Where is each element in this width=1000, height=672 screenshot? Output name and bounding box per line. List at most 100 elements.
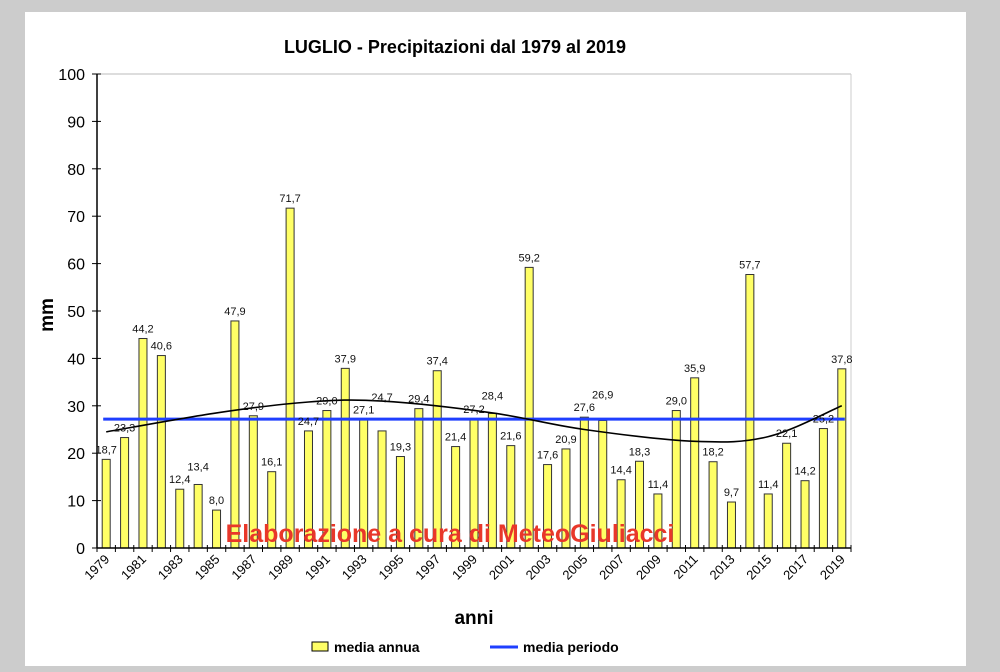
y-tick-label: 0: [76, 541, 85, 558]
bar-2015: [763, 493, 773, 549]
data-label-1984: 13,4: [187, 461, 208, 473]
bar-2013: [726, 501, 736, 549]
legend-label-media-annua: media annua: [334, 639, 420, 655]
data-label-2019: 37,8: [831, 354, 852, 366]
data-label-1988: 16,1: [261, 457, 282, 469]
data-label-2004: 20,9: [555, 434, 576, 446]
bar-2011: [690, 377, 700, 549]
x-tick-label: 1997: [412, 552, 443, 583]
bar-1985: [212, 509, 222, 549]
x-tick-label: 2009: [633, 552, 664, 583]
x-tick-label: 1981: [118, 552, 149, 583]
data-label-2008: 18,3: [629, 446, 650, 458]
x-tick-label: 2015: [743, 552, 774, 583]
x-tick-label: 1999: [449, 552, 480, 583]
data-label-1983: 12,4: [169, 474, 190, 486]
bar-1981: [138, 337, 148, 549]
bar-2017: [800, 480, 810, 549]
x-tick-label: 2003: [523, 552, 554, 583]
bar-2016: [782, 442, 792, 549]
data-label-2001: 21,6: [500, 431, 521, 443]
x-tick-label: 2013: [707, 552, 738, 583]
bar-2012: [708, 461, 718, 549]
x-tick-label: 2017: [780, 552, 811, 583]
data-label-1981: 44,2: [132, 323, 153, 335]
data-label-1982: 40,6: [151, 341, 172, 353]
data-label-1999: 27,2: [463, 404, 484, 416]
data-label-2009: 11,4: [648, 479, 669, 491]
data-label-1986: 47,9: [224, 306, 245, 318]
y-tick-label: 90: [67, 114, 85, 131]
data-label-1995: 19,3: [390, 442, 411, 454]
x-tick-label: 2019: [817, 552, 848, 583]
y-tick-label: 40: [67, 351, 85, 368]
legend-swatch-media-annua: [311, 641, 329, 652]
trend-line: [106, 399, 843, 443]
data-label-2014: 57,7: [739, 260, 760, 272]
data-label-2013: 9,7: [724, 487, 739, 499]
bar-1983: [175, 488, 185, 549]
bar-1979: [101, 458, 111, 549]
watermark: Elaborazione a cura di MeteoGiuliacci: [226, 520, 675, 548]
data-label-1979: 18,7: [95, 444, 116, 456]
data-label-2012: 18,2: [702, 447, 723, 459]
data-label-1994: 24,7: [371, 392, 392, 404]
y-tick-label: 30: [67, 399, 85, 416]
x-tick-label: 1989: [265, 552, 296, 583]
data-label-1980: 23,3: [114, 423, 135, 435]
data-label-2000: 28,4: [482, 390, 503, 402]
data-label-1990: 24,7: [298, 416, 319, 428]
data-label-2005: 27,6: [574, 402, 595, 414]
data-label-2015: 11,4: [758, 479, 779, 491]
x-tick-label: 1987: [228, 552, 259, 583]
y-tick-label: 80: [67, 162, 85, 179]
data-label-1989: 71,7: [279, 193, 300, 205]
data-label-2002: 59,2: [518, 252, 539, 264]
data-label-1996: 29,4: [408, 394, 429, 406]
x-tick-label: 2001: [486, 552, 517, 583]
y-tick-label: 70: [67, 209, 85, 226]
data-label-2010: 29,0: [666, 396, 687, 408]
bar-1984: [193, 483, 203, 549]
y-tick-label: 20: [67, 446, 85, 463]
bar-1989: [285, 207, 295, 549]
x-axis-label: anni: [454, 608, 493, 629]
data-label-2017: 14,2: [794, 466, 815, 478]
y-axis-label: mm: [37, 298, 58, 332]
x-tick-label: 2005: [559, 552, 590, 583]
data-label-1987: 27,9: [243, 401, 264, 413]
chart-title: LUGLIO - Precipitazioni dal 1979 al 2019: [284, 37, 626, 57]
bar-2014: [745, 274, 755, 549]
x-tick-label: 1985: [192, 552, 223, 583]
data-label-1997: 37,4: [427, 356, 448, 368]
x-tick-label: 1993: [339, 552, 370, 583]
data-label-2007: 14,4: [610, 465, 631, 477]
x-tick-label: 2011: [670, 552, 700, 582]
data-label-1992: 37,9: [335, 353, 356, 365]
data-label-2016: 22,1: [776, 428, 797, 440]
data-label-1993: 27,1: [353, 405, 374, 417]
data-label-1998: 21,4: [445, 432, 466, 444]
legend: media annua media periodo: [311, 639, 619, 655]
y-tick-label: 100: [58, 67, 85, 84]
bar-1982: [156, 355, 166, 549]
x-tick-label: 1995: [376, 552, 407, 583]
y-tick-label: 60: [67, 257, 85, 274]
data-label-1985: 8,0: [209, 495, 224, 507]
x-tick-label: 1979: [81, 552, 112, 583]
chart-panel: [25, 12, 966, 666]
y-tick-label: 10: [67, 494, 85, 511]
bar-1980: [120, 437, 130, 549]
y-tick-label: 50: [67, 304, 85, 321]
x-tick-label: 1983: [155, 552, 186, 583]
data-label-1991: 29,0: [316, 396, 337, 408]
bar-1986: [230, 320, 240, 549]
bar-2018: [818, 428, 828, 549]
x-tick-label: 1991: [302, 552, 333, 583]
data-label-2006: 26,9: [592, 389, 613, 401]
bar-2002: [524, 266, 534, 549]
data-label-2018: 25,2: [813, 414, 834, 426]
x-tick-label: 2007: [596, 552, 627, 583]
bar-2019: [837, 368, 847, 549]
